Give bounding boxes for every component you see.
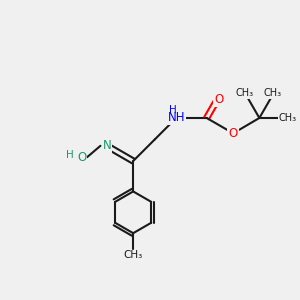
Text: NH: NH [167,112,185,124]
Text: H: H [169,105,177,115]
Text: CH₃: CH₃ [279,113,297,123]
Text: N: N [103,139,111,152]
Text: O: O [77,151,86,164]
Text: O: O [228,127,238,140]
Text: CH₃: CH₃ [263,88,281,98]
Text: O: O [214,93,223,106]
Text: CH₃: CH₃ [236,88,254,98]
Text: CH₃: CH₃ [124,250,143,260]
Text: H: H [66,150,74,160]
